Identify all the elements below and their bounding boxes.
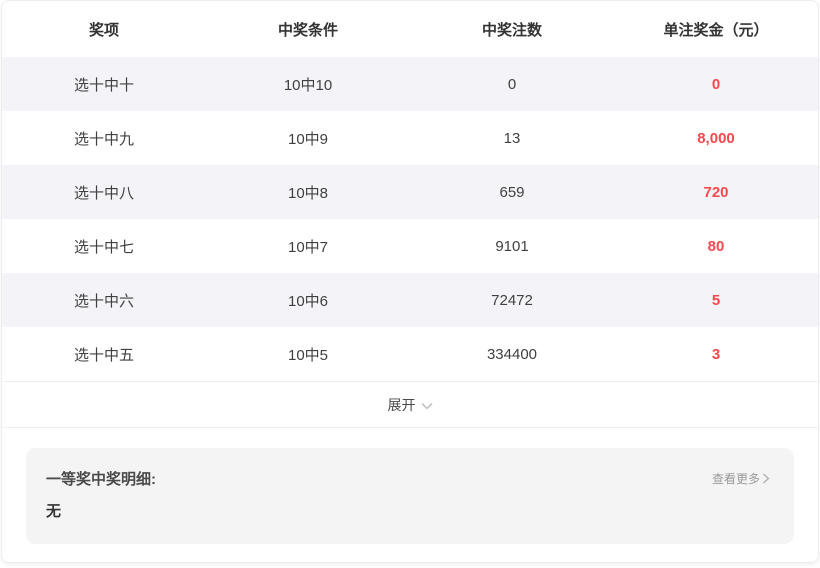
win-count: 0 xyxy=(507,75,517,93)
prize-name: 选十中八 xyxy=(73,184,134,202)
table-row: 选十中八 10中8 659 720 xyxy=(2,165,818,219)
col-header-count: 中奖注数 xyxy=(481,21,542,39)
first-prize-value: 无 xyxy=(46,503,62,520)
prize-name: 选十中五 xyxy=(73,346,134,364)
prize-amount: 0 xyxy=(711,75,721,93)
win-count: 13 xyxy=(503,129,521,147)
prize-amount: 8,000 xyxy=(697,129,735,147)
col-header-amount: 单注奖金（元） xyxy=(663,21,769,39)
table-row: 选十中九 10中9 13 8,000 xyxy=(2,111,818,165)
view-more-link[interactable]: 查看更多 xyxy=(712,470,770,487)
prize-amount: 3 xyxy=(711,345,721,363)
prize-name: 选十中九 xyxy=(73,130,134,148)
win-count: 659 xyxy=(499,183,525,201)
prize-amount: 80 xyxy=(707,237,725,255)
first-prize-title: 一等奖中奖明细: xyxy=(46,471,156,488)
chevron-right-icon xyxy=(762,473,770,484)
win-condition: 10中8 xyxy=(287,184,329,202)
chevron-down-icon xyxy=(421,400,433,410)
win-count: 334400 xyxy=(486,345,538,363)
table-row: 选十中七 10中7 9101 80 xyxy=(2,219,818,273)
prize-name: 选十中十 xyxy=(73,76,134,94)
win-condition: 10中10 xyxy=(283,76,333,94)
table-row: 选十中五 10中5 334400 3 xyxy=(2,327,818,381)
view-more-label: 查看更多 xyxy=(711,472,760,486)
prize-name: 选十中六 xyxy=(73,292,134,310)
prize-name: 选十中七 xyxy=(73,238,134,256)
expand-label: 展开 xyxy=(387,396,416,413)
table-row: 选十中十 10中10 0 0 xyxy=(2,57,818,111)
first-prize-section: 一等奖中奖明细: 查看更多 无 xyxy=(2,428,818,562)
first-prize-card: 一等奖中奖明细: 查看更多 无 xyxy=(26,448,794,544)
win-condition: 10中9 xyxy=(287,130,329,148)
win-count: 72472 xyxy=(491,291,533,309)
win-condition: 10中7 xyxy=(287,238,329,256)
win-count: 9101 xyxy=(495,237,529,255)
col-header-prize: 奖项 xyxy=(88,21,119,39)
table-row: 选十中六 10中6 72472 5 xyxy=(2,273,818,327)
prize-amount: 720 xyxy=(703,183,729,201)
win-condition: 10中6 xyxy=(287,292,329,310)
col-header-condition: 中奖条件 xyxy=(277,21,338,39)
win-condition: 10中5 xyxy=(287,346,329,364)
prize-amount: 5 xyxy=(711,291,721,309)
table-header-row: 奖项 中奖条件 中奖注数 单注奖金（元） xyxy=(2,1,818,57)
expand-button[interactable]: 展开 xyxy=(2,381,818,428)
